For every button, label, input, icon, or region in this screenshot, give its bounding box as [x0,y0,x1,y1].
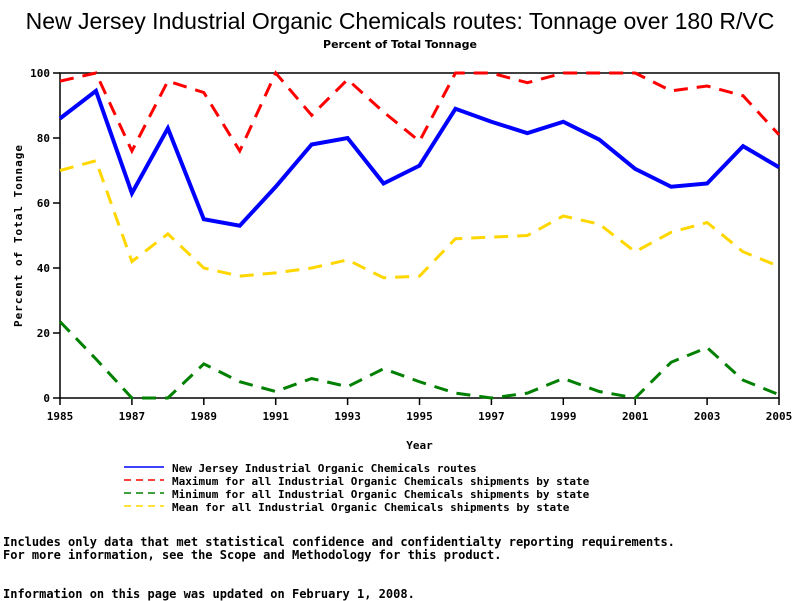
x-tick-label: 1987 [119,410,146,423]
x-tick-label: 1989 [191,410,218,423]
y-tick-label: 100 [30,67,50,80]
chart-subtitle: Percent of Total Tonnage [323,38,477,51]
chart-title: New Jersey Industrial Organic Chemicals … [25,8,775,34]
y-tick-label: 60 [37,197,50,210]
note-confidence: Includes only data that met statistical … [3,535,675,549]
x-tick-label: 2003 [694,410,721,423]
y-tick-label: 0 [43,392,50,405]
series-line-3 [59,158,780,280]
legend-label: Minimum for all Industrial Organic Chemi… [172,488,590,501]
x-tick-label: 1991 [262,410,289,423]
note-updated: Information on this page was updated on … [3,587,415,601]
series-line-0 [58,87,781,228]
x-tick-label: 1993 [334,410,361,423]
x-tick-label: 2005 [766,410,793,423]
note-methodology: For more information, see the Scope and … [3,548,502,562]
x-tick-label: 2001 [622,410,649,423]
x-tick-label: 1985 [47,410,74,423]
x-tick-label: 1999 [550,410,577,423]
y-tick-label: 20 [37,327,50,340]
legend-label: New Jersey Industrial Organic Chemicals … [172,462,477,475]
series-line-1 [59,70,781,155]
x-tick-label: 1995 [406,410,433,423]
series-line-2 [58,320,780,400]
y-axis-label: Percent of Total Tonnage [12,144,25,327]
legend-label: Mean for all Industrial Organic Chemical… [172,501,570,514]
y-tick-label: 80 [37,132,50,145]
legend-label: Maximum for all Industrial Organic Chemi… [172,475,590,488]
x-axis-label: Year [406,439,433,452]
x-tick-label: 1997 [478,410,505,423]
y-tick-label: 40 [37,262,50,275]
